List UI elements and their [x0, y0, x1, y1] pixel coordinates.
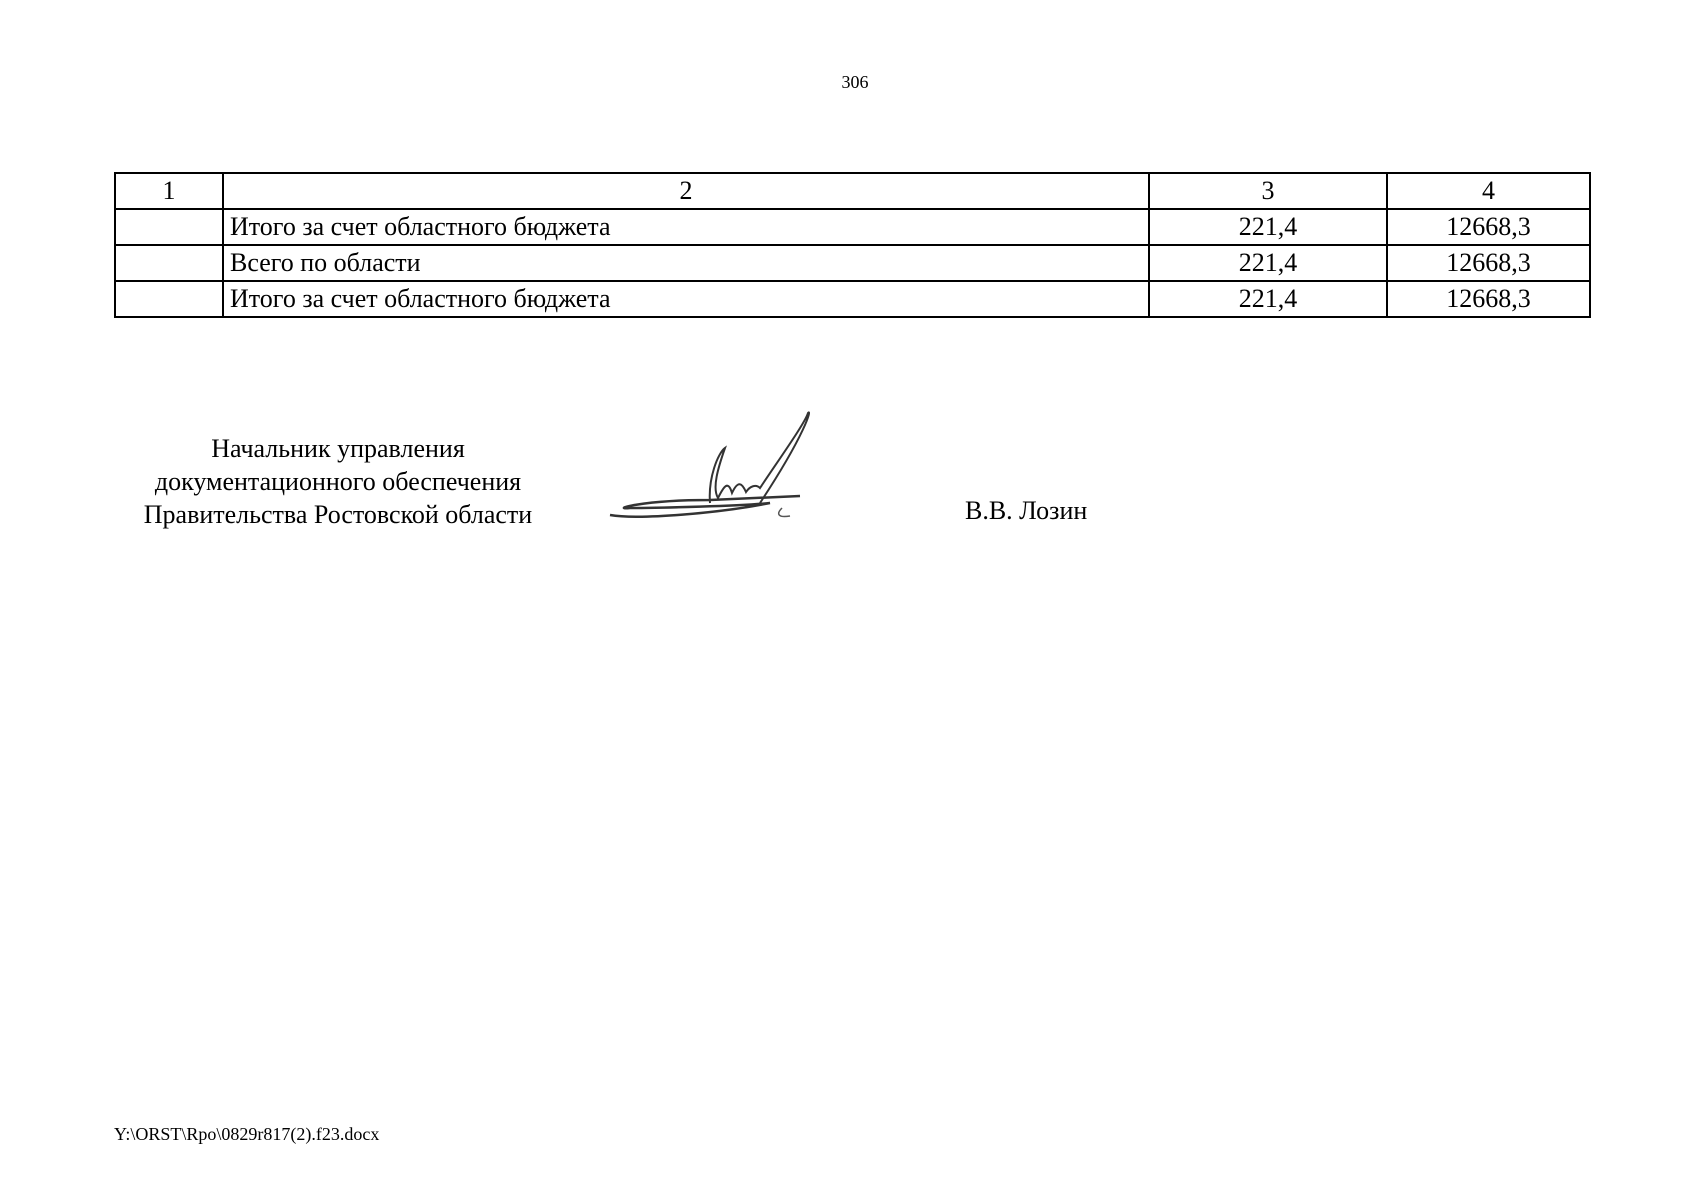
header-cell: 3	[1148, 172, 1388, 210]
header-cell: 2	[222, 172, 1150, 210]
signatory-title: Начальник управления документационного о…	[100, 432, 576, 531]
table-row: Итого за счет областного бюджета 221,4 1…	[114, 280, 1591, 318]
cell-number	[114, 244, 224, 282]
handwritten-signature	[609, 411, 810, 518]
cell-col3: 221,4	[1148, 280, 1388, 318]
signatory-title-line: Правительства Ростовской области	[143, 500, 533, 529]
cell-number	[114, 208, 224, 246]
cell-name: Всего по области	[222, 244, 1150, 282]
table-header-row: 1 2 3 4	[114, 172, 1591, 210]
table-row: Итого за счет областного бюджета 221,4 1…	[114, 208, 1591, 246]
signatory-name: В.В. Лозин	[965, 496, 1088, 525]
cell-name: Итого за счет областного бюджета	[222, 208, 1150, 246]
page-number: 306	[841, 72, 869, 92]
cell-name: Итого за счет областного бюджета	[222, 280, 1150, 318]
cell-col3: 221,4	[1148, 208, 1388, 246]
cell-col4: 12668,3	[1386, 280, 1591, 318]
budget-table: 1 2 3 4 Итого за счет областного бюджета…	[114, 172, 1591, 318]
header-cell: 4	[1386, 172, 1591, 210]
cell-number	[114, 280, 224, 318]
file-path-footer: Y:\ORST\Rpo\0829r817(2).f23.docx	[114, 1124, 380, 1144]
cell-col4: 12668,3	[1386, 208, 1591, 246]
signatory-title-line: Начальник управления	[211, 434, 465, 463]
cell-col4: 12668,3	[1386, 244, 1591, 282]
signatory-title-line: документационного обеспечения	[154, 467, 522, 496]
header-cell: 1	[114, 172, 224, 210]
cell-col3: 221,4	[1148, 244, 1388, 282]
table-row: Всего по области 221,4 12668,3	[114, 244, 1591, 282]
